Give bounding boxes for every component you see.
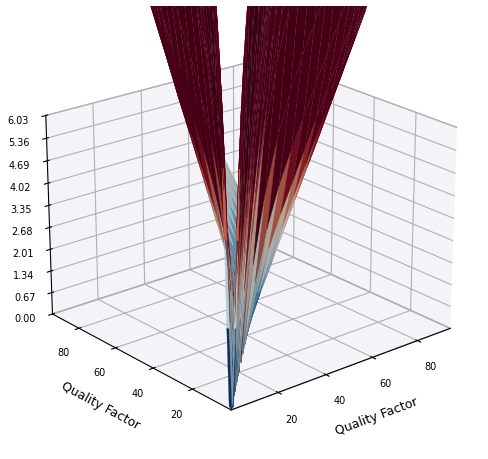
Y-axis label: Quality Factor: Quality Factor <box>60 379 142 431</box>
X-axis label: Quality Factor: Quality Factor <box>333 395 419 437</box>
